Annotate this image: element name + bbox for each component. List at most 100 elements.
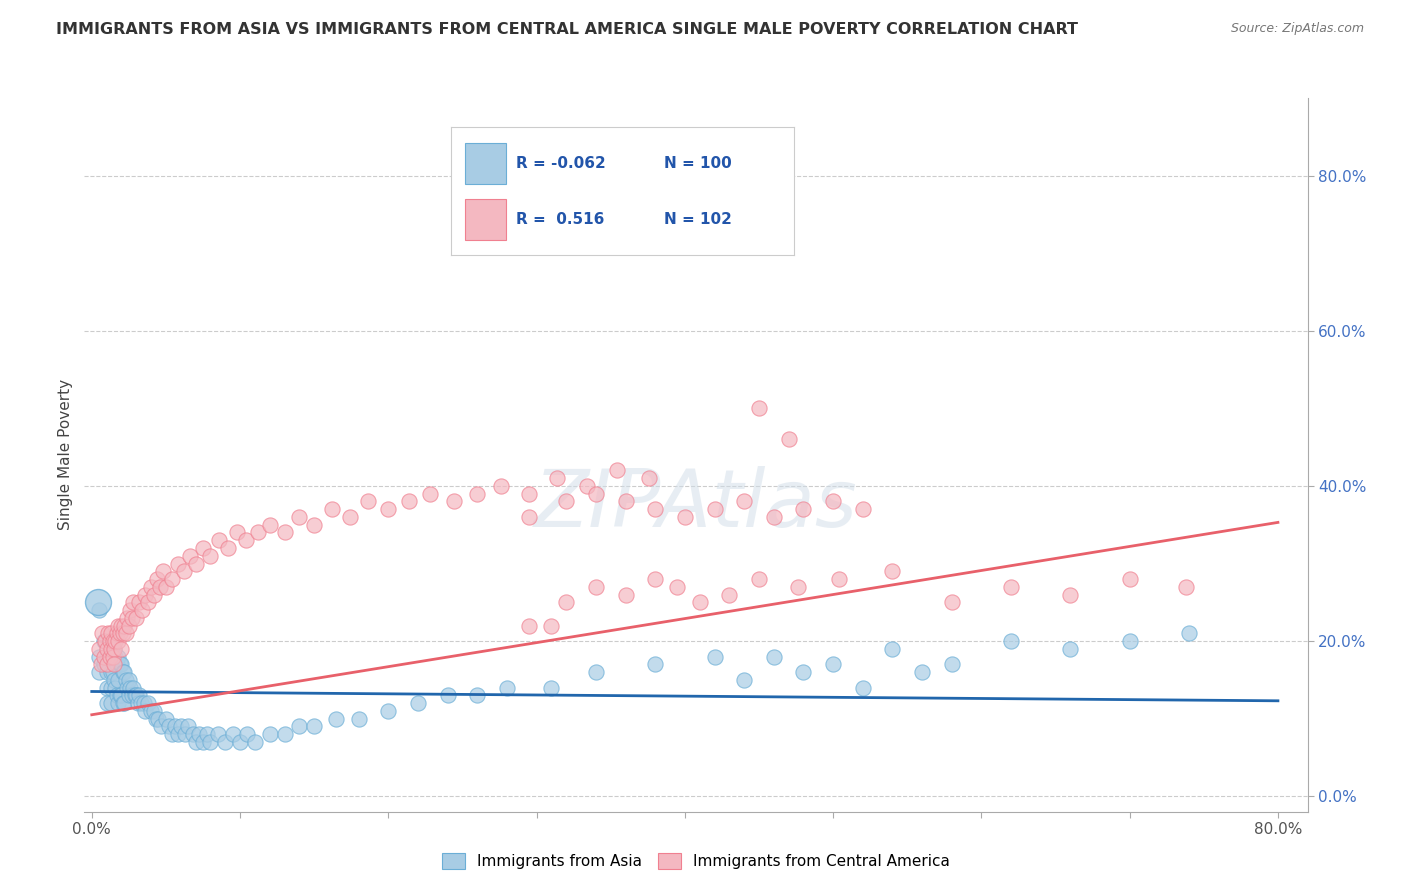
Point xyxy=(823,494,845,508)
Point xyxy=(105,689,128,703)
Point xyxy=(347,712,370,726)
Point xyxy=(638,471,661,485)
Point xyxy=(157,719,180,733)
Point xyxy=(243,735,266,749)
Point xyxy=(496,681,519,695)
Point xyxy=(733,673,755,687)
Point xyxy=(93,634,115,648)
Point xyxy=(100,665,122,679)
Point xyxy=(911,665,934,679)
Point xyxy=(98,649,121,664)
Point xyxy=(125,689,148,703)
Point xyxy=(1000,580,1022,594)
Y-axis label: Single Male Poverty: Single Male Poverty xyxy=(58,379,73,531)
Point xyxy=(689,595,711,609)
Point xyxy=(585,580,607,594)
Point xyxy=(443,494,465,508)
Point xyxy=(110,689,132,703)
Point xyxy=(136,696,159,710)
Point xyxy=(644,502,666,516)
Point xyxy=(118,689,141,703)
FancyBboxPatch shape xyxy=(465,144,506,185)
Point xyxy=(236,727,259,741)
Point xyxy=(110,618,132,632)
Point xyxy=(86,595,108,609)
Point xyxy=(100,681,122,695)
Point xyxy=(96,649,118,664)
Point xyxy=(792,502,814,516)
Point xyxy=(107,673,129,687)
Point xyxy=(104,649,127,664)
Point xyxy=(406,696,429,710)
Point xyxy=(187,727,209,741)
Point xyxy=(139,704,162,718)
Point xyxy=(644,572,666,586)
Point xyxy=(160,572,183,586)
Point xyxy=(107,618,129,632)
Point xyxy=(191,735,214,749)
Point xyxy=(105,657,128,672)
Point xyxy=(200,549,222,563)
Point xyxy=(103,641,125,656)
Point xyxy=(585,665,607,679)
Point xyxy=(96,681,118,695)
Point xyxy=(703,502,725,516)
Point xyxy=(103,641,125,656)
Point xyxy=(1175,580,1198,594)
Point xyxy=(166,557,188,571)
Point xyxy=(117,681,139,695)
Point xyxy=(134,588,156,602)
Point xyxy=(150,719,173,733)
Point xyxy=(852,502,875,516)
Point xyxy=(235,533,257,548)
Point xyxy=(221,727,243,741)
Point xyxy=(302,517,325,532)
Point xyxy=(143,588,166,602)
Point xyxy=(122,681,145,695)
FancyBboxPatch shape xyxy=(465,199,506,240)
Point xyxy=(673,510,696,524)
Point xyxy=(111,696,134,710)
Point xyxy=(762,510,785,524)
Point xyxy=(96,657,118,672)
Point xyxy=(128,595,150,609)
Point xyxy=(101,649,124,664)
Point xyxy=(118,673,141,687)
Point xyxy=(111,665,134,679)
Point xyxy=(259,727,281,741)
Point xyxy=(229,735,252,749)
Point xyxy=(120,681,142,695)
Point xyxy=(118,618,141,632)
Point xyxy=(181,727,204,741)
Point xyxy=(226,525,249,540)
Point xyxy=(93,657,115,672)
Point xyxy=(108,626,131,640)
Point xyxy=(748,401,770,416)
Point xyxy=(1059,641,1081,656)
Point xyxy=(179,549,201,563)
Point xyxy=(606,463,628,477)
Point xyxy=(110,641,132,656)
Point xyxy=(882,641,904,656)
Point xyxy=(288,510,311,524)
Point xyxy=(117,611,139,625)
Point xyxy=(852,681,875,695)
Point xyxy=(152,564,174,578)
Point xyxy=(941,595,963,609)
Point xyxy=(122,595,145,609)
Point xyxy=(666,580,689,594)
Point xyxy=(136,595,159,609)
Point xyxy=(174,727,197,741)
Point xyxy=(128,689,150,703)
Point xyxy=(155,580,177,594)
Point xyxy=(555,494,578,508)
Point xyxy=(325,712,347,726)
Point xyxy=(173,564,195,578)
Point xyxy=(104,681,127,695)
Point xyxy=(1059,588,1081,602)
Point xyxy=(882,564,904,578)
Point xyxy=(121,611,143,625)
Point xyxy=(166,727,188,741)
Point xyxy=(107,649,129,664)
Point xyxy=(107,696,129,710)
